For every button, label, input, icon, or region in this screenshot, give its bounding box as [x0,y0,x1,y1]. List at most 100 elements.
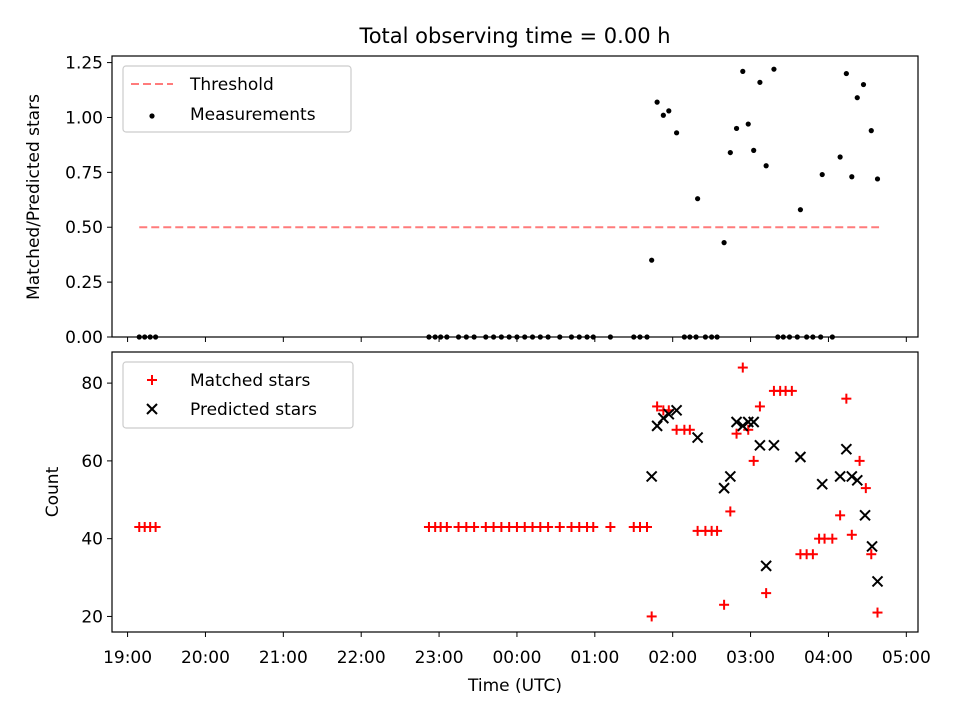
x-tick-label: 00:00 [492,648,541,668]
predicted-point [768,439,780,452]
bottom-legend-frame [122,361,354,429]
measurement-point [666,108,672,114]
measurement-point [874,176,881,182]
bottom-legend: Matched stars Predicted stars [122,361,354,429]
matched-point [748,455,759,466]
predicted-point [834,470,846,483]
matched-point [469,522,480,532]
chart-title: Total observing time = 0.00 h [358,24,670,48]
matched-point [652,401,663,412]
measurement-point [868,128,874,134]
predicted-point [859,509,871,522]
x-tick-label: 21:00 [259,648,308,668]
matched-point [588,522,599,532]
legend-measurements-swatch [149,113,155,119]
predicted-point [663,408,675,420]
predicted-point [651,420,663,432]
x-tick-label: 20:00 [181,648,230,668]
bottom-plot-area: 20 40 60 80 19:00 20:00 21:00 22:00 23:00 00:00 01… [81,351,931,668]
bottom-panel: 20 40 60 80 19:00 20:00 21:00 22:00 23:00 00:00 01… [43,351,931,668]
series-matched-stars [134,362,883,622]
measurement-point [819,171,825,178]
matched-point [641,522,652,532]
matched-point [684,424,695,435]
matched-point [712,525,723,536]
predicted-point [737,420,749,432]
matched-point [866,549,877,560]
legend-threshold-label: Threshold [189,75,274,95]
legend-matched-label: Matched stars [190,371,310,391]
matched-point [754,401,765,412]
predicted-point [724,470,737,483]
x-tick-label: 01:00 [570,648,619,668]
predicted-point [754,439,766,452]
measurement-point [745,121,751,127]
measurement-point [740,68,746,74]
matched-point [854,455,865,466]
measurement-point [695,196,701,202]
matched-point [731,428,742,439]
measurement-point [849,174,855,180]
top-y-tick-label: 1.25 [65,54,103,74]
measurement-point [797,207,804,213]
x-tick-label: 05:00 [882,648,931,668]
predicted-point [840,443,853,455]
predicted-point [816,478,828,490]
predicted-point [747,416,760,428]
matched-point [150,522,161,532]
measurement-point [843,70,849,77]
series-predicted-stars [645,404,884,588]
top-legend: Threshold Measurements [122,65,352,133]
measurement-point [721,240,727,246]
matched-point [719,599,730,610]
matched-point [860,483,871,494]
measurement-point [673,130,680,136]
bottom-y-tick-label: 60 [81,452,103,472]
matched-point [846,529,857,540]
measurement-point [727,149,733,156]
matched-point [827,533,838,544]
measurement-point [860,81,867,88]
predicted-point [851,474,863,487]
legend-measurements-label: Measurements [190,105,316,125]
predicted-point [730,416,743,428]
predicted-point [794,451,807,463]
top-plot-area: 0.00 0.25 0.50 0.75 1.00 1.25 [65,54,919,348]
x-tick-label: 04:00 [804,648,853,668]
predicted-point [846,470,858,483]
measurement-point [654,99,660,105]
predicted-point [871,575,884,588]
matched-point [543,522,554,532]
measurement-point [751,147,757,153]
matched-point [761,588,772,599]
measurement-point [837,154,843,160]
bottom-axes-frame [111,351,919,633]
matched-point [841,393,852,404]
measurement-point [763,163,769,169]
matched-point [554,522,565,532]
top-legend-frame [122,65,352,133]
top-y-tick-label: 0.75 [65,163,103,183]
measurement-point [660,112,666,118]
x-tick-label: 03:00 [726,648,775,668]
top-y-axis-label: Matched/Predicted stars [24,94,44,300]
measurement-point [757,79,763,85]
measurement-point [854,95,860,101]
measurement-point [733,125,740,132]
top-panel: 0.00 0.25 0.50 0.75 1.00 1.25 Matched/Predict… [24,54,919,348]
measurement-point [649,257,655,263]
predicted-point [866,540,878,553]
legend-predicted-label: Predicted stars [190,400,317,420]
matched-point [441,522,452,532]
legend-matched-swatch [147,375,157,385]
x-tick-label: 19:00 [103,648,152,668]
measurement-point [771,66,777,72]
matched-point [725,506,736,517]
matched-point [605,522,616,532]
matched-point [737,362,748,373]
matched-point [786,385,797,396]
legend-predicted-swatch [146,403,158,415]
bottom-y-axis-label: Count [43,466,63,517]
x-axis-label: Time (UTC) [467,676,562,696]
